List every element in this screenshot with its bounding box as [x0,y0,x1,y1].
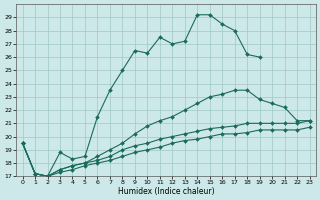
X-axis label: Humidex (Indice chaleur): Humidex (Indice chaleur) [118,187,214,196]
